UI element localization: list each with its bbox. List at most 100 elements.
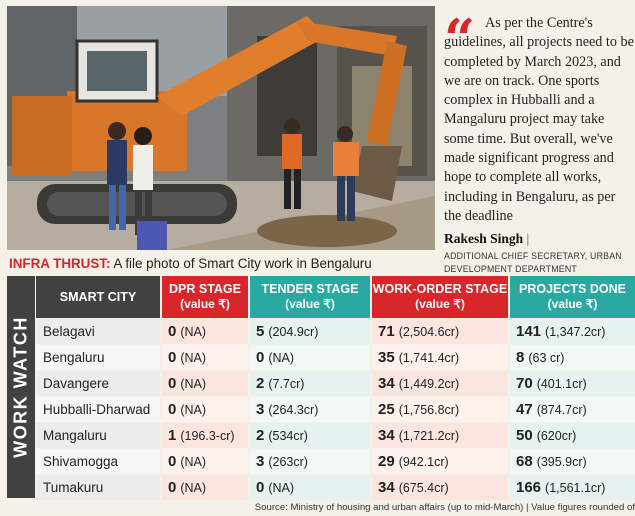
cell-work-order: 34 (1,721.2cr)	[372, 423, 508, 448]
cell-city: Hubballi-Dharwad	[36, 397, 160, 422]
cell-projects-done-count: 50	[516, 427, 533, 444]
cell-dpr-value: (NA)	[180, 376, 207, 391]
cell-tender-value: (263cr)	[268, 454, 308, 469]
cell-tender: 2 (534cr)	[250, 423, 370, 448]
cell-projects-done: 47 (874.7cr)	[510, 397, 635, 422]
cell-tender-count: 2	[256, 375, 265, 392]
header-dpr-sub: (value ₹)	[180, 297, 230, 311]
cell-work-order-count: 34	[378, 479, 395, 496]
header-work-order-sub: (value ₹)	[415, 297, 465, 311]
cell-work-order-count: 35	[378, 349, 395, 366]
photo-caption: INFRA THRUST: A file photo of Smart City…	[9, 256, 435, 271]
cell-city: Belagavi	[36, 319, 160, 344]
cell-projects-done: 141 (1,347.2cr)	[510, 319, 635, 344]
cell-projects-done-value: (1,347.2cr)	[545, 324, 606, 339]
quote-designation: ADDITIONAL CHIEF SECRETARY, URBAN DEVELO…	[444, 251, 622, 274]
table-row: Shivamogga 0 (NA) 3 (263cr) 29 (942.1cr) 68…	[36, 449, 635, 474]
cell-dpr-count: 0	[168, 453, 177, 470]
cell-work-order-count: 29	[378, 453, 395, 470]
header-dpr-stage: DPR STAGE (value ₹)	[162, 276, 248, 318]
cell-dpr-count: 0	[168, 401, 177, 418]
construction-photo-illustration	[7, 6, 435, 250]
quote-author: Rakesh Singh |	[444, 231, 529, 247]
cell-work-order: 29 (942.1cr)	[372, 449, 508, 474]
cell-tender-value: (534cr)	[268, 428, 308, 443]
cell-tender: 0 (NA)	[250, 345, 370, 370]
cell-work-order-count: 25	[378, 401, 395, 418]
cell-projects-done-count: 70	[516, 375, 533, 392]
cell-work-order-count: 34	[378, 375, 395, 392]
cell-projects-done: 50 (620cr)	[510, 423, 635, 448]
cell-work-order-value: (1,741.4cr)	[398, 350, 460, 365]
cell-tender-value: (204.9cr)	[268, 324, 319, 339]
news-photo	[7, 6, 435, 250]
cell-work-order: 71 (2,504.6cr)	[372, 319, 508, 344]
side-title: WORK WATCH	[10, 316, 31, 458]
cell-work-order-value: (1,756.8cr)	[398, 402, 460, 417]
header-smart-city-label: SMART CITY	[59, 289, 137, 304]
work-watch-table: WORK WATCH SMART CITY DPR STAGE (value ₹…	[0, 276, 635, 500]
quote-mark-icon: “	[444, 7, 476, 71]
cell-tender-count: 2	[256, 427, 265, 444]
cell-dpr-value: (NA)	[180, 402, 207, 417]
cell-projects-done-count: 68	[516, 453, 533, 470]
cell-projects-done-value: (401.1cr)	[536, 376, 587, 391]
quote-author-name: Rakesh Singh	[444, 231, 524, 246]
header-tender-label: TENDER STAGE	[261, 282, 359, 296]
cell-tender-count: 0	[256, 349, 265, 366]
header-work-order-label: WORK-ORDER STAGE	[372, 282, 508, 296]
cell-work-order: 25 (1,756.8cr)	[372, 397, 508, 422]
cell-dpr: 0 (NA)	[162, 397, 248, 422]
cell-work-order-count: 71	[378, 323, 395, 340]
cell-tender-value: (264.3cr)	[268, 402, 319, 417]
cell-tender: 3 (263cr)	[250, 449, 370, 474]
cell-projects-done: 166 (1,561.1cr)	[510, 475, 635, 500]
cell-dpr: 0 (NA)	[162, 475, 248, 500]
cell-work-order: 35 (1,741.4cr)	[372, 345, 508, 370]
cell-dpr-value: (196.3-cr)	[180, 428, 235, 443]
cell-work-order: 34 (675.4cr)	[372, 475, 508, 500]
cell-projects-done: 70 (401.1cr)	[510, 371, 635, 396]
cell-dpr-count: 1	[168, 427, 177, 444]
cell-projects-done: 68 (395.9cr)	[510, 449, 635, 474]
header-dpr-label: DPR STAGE	[169, 282, 241, 296]
table-row: Tumakuru 0 (NA) 0 (NA) 34 (675.4cr) 166 (1,5…	[36, 475, 635, 500]
cell-projects-done-count: 141	[516, 323, 542, 340]
cell-tender-value: (NA)	[268, 350, 295, 365]
cell-work-order-value: (942.1cr)	[398, 454, 449, 469]
cell-dpr: 0 (NA)	[162, 449, 248, 474]
cell-tender-value: (7.7cr)	[268, 376, 305, 391]
cell-tender: 0 (NA)	[250, 475, 370, 500]
cell-tender: 3 (264.3cr)	[250, 397, 370, 422]
cell-dpr-count: 0	[168, 375, 177, 392]
cell-work-order-value: (675.4cr)	[398, 480, 449, 495]
cell-projects-done: 8 (63 cr)	[510, 345, 635, 370]
cell-dpr-count: 0	[168, 323, 177, 340]
cell-work-order-count: 34	[378, 427, 395, 444]
quote-author-bar: |	[526, 231, 530, 246]
cell-dpr: 0 (NA)	[162, 371, 248, 396]
cell-projects-done-value: (874.7cr)	[536, 402, 587, 417]
cell-projects-done-value: (395.9cr)	[536, 454, 587, 469]
cell-tender: 2 (7.7cr)	[250, 371, 370, 396]
cell-tender-count: 5	[256, 323, 265, 340]
cell-city: Davangere	[36, 371, 160, 396]
header-tender-sub: (value ₹)	[285, 297, 335, 311]
cell-city: Mangaluru	[36, 423, 160, 448]
quote-box: “ As per the Centre's guidelines, all pr…	[440, 6, 635, 276]
cell-tender-count: 0	[256, 479, 265, 496]
cell-tender-count: 3	[256, 453, 265, 470]
cell-dpr: 1 (196.3-cr)	[162, 423, 248, 448]
cell-dpr: 0 (NA)	[162, 345, 248, 370]
side-title-band: WORK WATCH	[7, 276, 35, 498]
table-row: Belagavi 0 (NA) 5 (204.9cr) 71 (2,504.6cr) …	[36, 319, 635, 344]
cell-projects-done-value: (1,561.1cr)	[545, 480, 606, 495]
table-row: Hubballi-Dharwad 0 (NA) 3 (264.3cr) 25 (1,7…	[36, 397, 635, 422]
cell-tender: 5 (204.9cr)	[250, 319, 370, 344]
cell-city: Bengaluru	[36, 345, 160, 370]
header-projects-done-sub: (value ₹)	[547, 297, 598, 311]
cell-work-order-value: (2,504.6cr)	[398, 324, 460, 339]
header-smart-city: SMART CITY	[36, 276, 160, 318]
cell-dpr-count: 0	[168, 479, 177, 496]
cell-tender-count: 3	[256, 401, 265, 418]
